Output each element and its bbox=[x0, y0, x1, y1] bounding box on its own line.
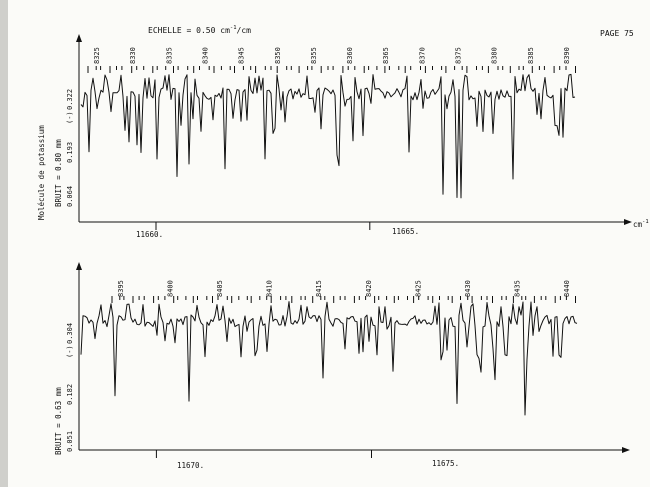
unit-label: cm-1 bbox=[633, 219, 649, 229]
scanned-page bbox=[8, 0, 650, 487]
line-index-label: 8430 bbox=[464, 280, 472, 297]
line-index-label: 8410 bbox=[266, 280, 274, 297]
line-index-label: 8360 bbox=[346, 47, 354, 64]
line-index-label: 8385 bbox=[527, 47, 535, 64]
line-index-label: 8400 bbox=[167, 280, 175, 297]
spectrum-panel-1: BRUIT = 0.80 mm (-) 0.064 0.193 0.322 11… bbox=[54, 34, 632, 239]
line-index-label: 8325 bbox=[93, 47, 101, 64]
line-index-label: 8425 bbox=[414, 280, 422, 297]
y-unit-label: (-) bbox=[66, 345, 74, 358]
scale-label: ECHELLE = 0.50 cm-1/cm bbox=[148, 25, 251, 35]
line-index-label: 8340 bbox=[201, 47, 209, 64]
molecule-label: Molécule de potassium bbox=[37, 125, 46, 220]
noise-label: BRUIT = 0.63 mm bbox=[54, 387, 63, 455]
line-index-label: 8355 bbox=[310, 47, 318, 64]
line-index-label: 8440 bbox=[563, 280, 571, 297]
y-tick-label: 0.193 bbox=[66, 142, 74, 163]
x-axis-arrow bbox=[622, 447, 630, 453]
y-axis-arrow bbox=[76, 262, 82, 270]
line-index-label: 8405 bbox=[216, 280, 224, 297]
line-index-label: 8420 bbox=[365, 280, 373, 297]
spectrum-trace bbox=[80, 73, 576, 199]
y-unit-label: (-) bbox=[66, 111, 74, 124]
line-index-label: 8395 bbox=[117, 280, 125, 297]
line-index-label: 8415 bbox=[315, 280, 323, 297]
line-index-label: 8350 bbox=[274, 47, 282, 64]
x-tick-label: 11665. bbox=[392, 227, 419, 236]
x-tick-label: 11675. bbox=[432, 459, 459, 468]
line-index-label: 8435 bbox=[513, 280, 521, 297]
x-axis-arrow bbox=[624, 219, 632, 225]
line-index-label: 8380 bbox=[491, 47, 499, 64]
spectrum-panel-2: BRUIT = 0.63 mm (-) 0.051 0.182 0.304 11… bbox=[54, 262, 630, 470]
x-tick-label: 11660. bbox=[136, 230, 163, 239]
line-index-label: 8370 bbox=[418, 47, 426, 64]
line-index-label: 8375 bbox=[455, 47, 463, 64]
y-tick-label: 0.304 bbox=[66, 323, 74, 344]
spectrum-trace bbox=[80, 301, 578, 416]
line-index-label: 8330 bbox=[129, 47, 137, 64]
y-tick-label: 0.051 bbox=[66, 431, 74, 452]
x-tick-label: 11670. bbox=[177, 461, 204, 470]
line-index-label: 8335 bbox=[165, 47, 173, 64]
y-tick-label: 0.064 bbox=[66, 186, 74, 207]
line-index-label: 8345 bbox=[238, 47, 246, 64]
noise-label: BRUIT = 0.80 mm bbox=[54, 139, 63, 207]
page-number: PAGE 75 bbox=[600, 29, 634, 38]
y-tick-label: 0.322 bbox=[66, 89, 74, 110]
y-axis-arrow bbox=[76, 34, 82, 42]
line-index-label: 8365 bbox=[382, 47, 390, 64]
y-tick-label: 0.182 bbox=[66, 384, 74, 405]
line-index-label: 8390 bbox=[563, 47, 571, 64]
page-edge bbox=[0, 0, 8, 487]
